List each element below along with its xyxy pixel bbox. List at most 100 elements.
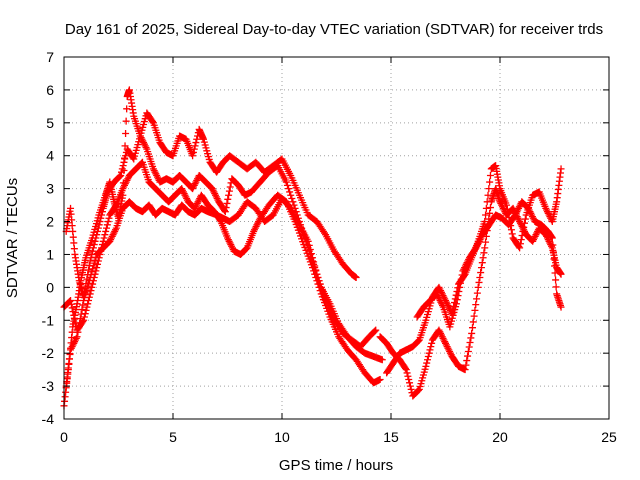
data-point (190, 145, 198, 153)
data-point (508, 230, 516, 238)
data-point (477, 264, 485, 272)
data-point (486, 178, 494, 186)
data-point (404, 372, 412, 380)
data-point (84, 300, 92, 308)
data-point (226, 239, 234, 247)
data-point (456, 283, 464, 291)
data-point (371, 327, 379, 335)
data-point (321, 229, 329, 237)
x-tick-label: 0 (60, 429, 68, 445)
data-point (179, 186, 187, 194)
data-point (95, 221, 103, 229)
data-point (458, 271, 466, 279)
data-point (140, 140, 148, 148)
data-point (68, 304, 76, 312)
data-point (544, 209, 552, 217)
data-point (74, 328, 82, 336)
data-point (76, 319, 84, 327)
data-point (306, 246, 314, 254)
data-point (401, 364, 409, 372)
data-point (98, 208, 106, 216)
data-point (454, 292, 462, 300)
data-point (290, 201, 298, 209)
series-track-4 (62, 195, 380, 390)
data-point (136, 132, 144, 140)
data-point (474, 241, 482, 249)
data-point (474, 283, 482, 291)
data-point (468, 324, 476, 332)
data-point (516, 244, 524, 252)
data-point (552, 276, 560, 284)
data-point (228, 242, 236, 250)
data-point (124, 175, 132, 183)
data-point (453, 296, 461, 304)
data-point (122, 117, 130, 125)
data-point (83, 303, 91, 311)
data-point (122, 130, 130, 138)
data-point (466, 338, 474, 346)
data-point (415, 386, 423, 394)
data-point (435, 326, 443, 334)
data-point (414, 338, 422, 346)
data-point (110, 229, 118, 237)
data-point (112, 202, 120, 210)
data-point (440, 336, 448, 344)
data-point (549, 241, 557, 249)
data-point (551, 262, 558, 270)
data-point (139, 137, 147, 145)
data-point (477, 234, 485, 242)
data-point (445, 346, 453, 354)
data-point (437, 287, 445, 295)
data-point (89, 244, 97, 252)
data-point (482, 238, 490, 246)
data-point (472, 244, 480, 252)
data-point (121, 155, 129, 163)
data-point (224, 236, 232, 244)
data-point (428, 339, 436, 347)
data-point (315, 277, 323, 285)
y-tick-label: -2 (42, 345, 55, 361)
data-point (543, 208, 551, 216)
data-point (312, 266, 320, 274)
data-point (503, 205, 511, 213)
data-point (498, 203, 506, 211)
data-point (403, 369, 411, 377)
data-point (465, 343, 473, 351)
data-point (548, 234, 556, 242)
data-point (116, 172, 124, 180)
data-point (150, 167, 158, 175)
data-point (460, 265, 468, 273)
data-point (120, 183, 128, 191)
data-point (254, 219, 262, 227)
data-point (530, 234, 538, 242)
data-point (282, 178, 290, 186)
x-tick-label: 20 (492, 429, 508, 445)
data-point (499, 204, 507, 212)
data-point (180, 190, 188, 198)
y-tick-label: -1 (42, 312, 55, 328)
data-point (189, 185, 197, 193)
data-point (213, 195, 221, 203)
data-point (455, 287, 463, 295)
data-point (86, 290, 94, 298)
data-point (437, 329, 445, 337)
data-point (435, 283, 443, 291)
data-point (241, 246, 249, 254)
data-point (193, 135, 201, 143)
data-point (439, 334, 447, 342)
data-point (183, 195, 191, 203)
y-tick-label: 7 (46, 49, 54, 65)
data-point (190, 181, 198, 189)
chart-title: Day 161 of 2025, Sidereal Day-to-day VTE… (65, 21, 603, 38)
data-point (318, 287, 326, 295)
data-point (287, 191, 295, 199)
plot-area (60, 86, 565, 410)
y-tick-label: 4 (46, 148, 54, 164)
data-point (514, 206, 522, 214)
data-point (436, 285, 444, 293)
data-point (423, 359, 431, 367)
data-point (212, 193, 220, 201)
data-point (79, 301, 87, 309)
data-point (80, 316, 88, 324)
data-point (137, 134, 145, 142)
